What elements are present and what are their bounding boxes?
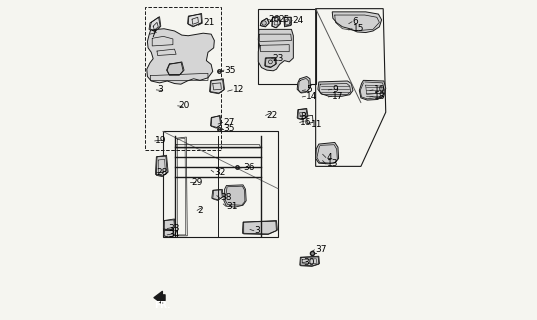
Text: 6: 6 (353, 17, 358, 26)
Polygon shape (211, 116, 221, 127)
Text: 4: 4 (326, 153, 332, 162)
Polygon shape (166, 62, 184, 75)
Text: 19: 19 (155, 136, 167, 145)
Text: 3: 3 (255, 226, 260, 235)
Text: 13: 13 (326, 159, 338, 168)
Bar (163, 131, 278, 237)
Text: 32: 32 (214, 168, 226, 177)
Polygon shape (242, 220, 278, 234)
Text: 17: 17 (332, 92, 344, 101)
Text: 8: 8 (300, 112, 306, 121)
Text: 30: 30 (303, 258, 314, 267)
Text: 28: 28 (156, 168, 168, 177)
Polygon shape (163, 219, 176, 230)
Text: 37: 37 (315, 245, 326, 254)
Polygon shape (163, 229, 174, 237)
Text: 25: 25 (278, 15, 289, 24)
Polygon shape (187, 13, 202, 26)
Text: 14: 14 (306, 92, 317, 101)
Text: 34: 34 (168, 230, 179, 239)
Text: 11: 11 (311, 120, 323, 129)
Text: 22: 22 (266, 111, 278, 120)
Text: 26: 26 (268, 15, 279, 24)
Text: 21: 21 (203, 19, 215, 28)
Text: FR.: FR. (154, 301, 171, 310)
Polygon shape (155, 155, 168, 176)
Text: 36: 36 (243, 163, 255, 172)
Bar (145, 7, 221, 150)
Polygon shape (260, 18, 269, 27)
Text: 15: 15 (353, 24, 364, 33)
Polygon shape (359, 80, 386, 100)
FancyArrowPatch shape (154, 292, 165, 304)
Circle shape (262, 21, 266, 25)
Text: 10: 10 (374, 85, 385, 94)
Text: 27: 27 (223, 118, 235, 127)
Text: 3: 3 (157, 85, 163, 94)
Text: 2: 2 (198, 206, 204, 215)
Text: 16: 16 (300, 118, 312, 127)
Polygon shape (284, 17, 292, 26)
Bar (258, 9, 316, 84)
Text: 9: 9 (332, 85, 338, 94)
Text: 18: 18 (374, 92, 385, 101)
Text: 24: 24 (293, 16, 304, 25)
Polygon shape (297, 76, 310, 92)
Polygon shape (300, 256, 320, 266)
Polygon shape (212, 189, 223, 200)
Text: 35: 35 (224, 66, 236, 75)
Text: 35: 35 (223, 124, 235, 133)
Text: 23: 23 (272, 54, 284, 63)
Polygon shape (318, 81, 353, 96)
Polygon shape (209, 79, 224, 93)
Polygon shape (272, 17, 281, 28)
Polygon shape (316, 142, 339, 164)
Text: 5: 5 (306, 85, 312, 94)
Text: 20: 20 (178, 101, 190, 110)
Polygon shape (265, 57, 277, 67)
Text: 38: 38 (220, 193, 231, 202)
Text: 29: 29 (191, 178, 202, 187)
Text: 31: 31 (227, 202, 238, 211)
Polygon shape (332, 12, 382, 33)
Polygon shape (297, 108, 308, 119)
Polygon shape (224, 185, 246, 207)
Polygon shape (147, 29, 214, 84)
Polygon shape (149, 17, 161, 33)
Text: 33: 33 (168, 224, 179, 233)
Text: 7: 7 (150, 30, 156, 39)
Polygon shape (258, 29, 293, 71)
Text: 12: 12 (233, 85, 244, 94)
